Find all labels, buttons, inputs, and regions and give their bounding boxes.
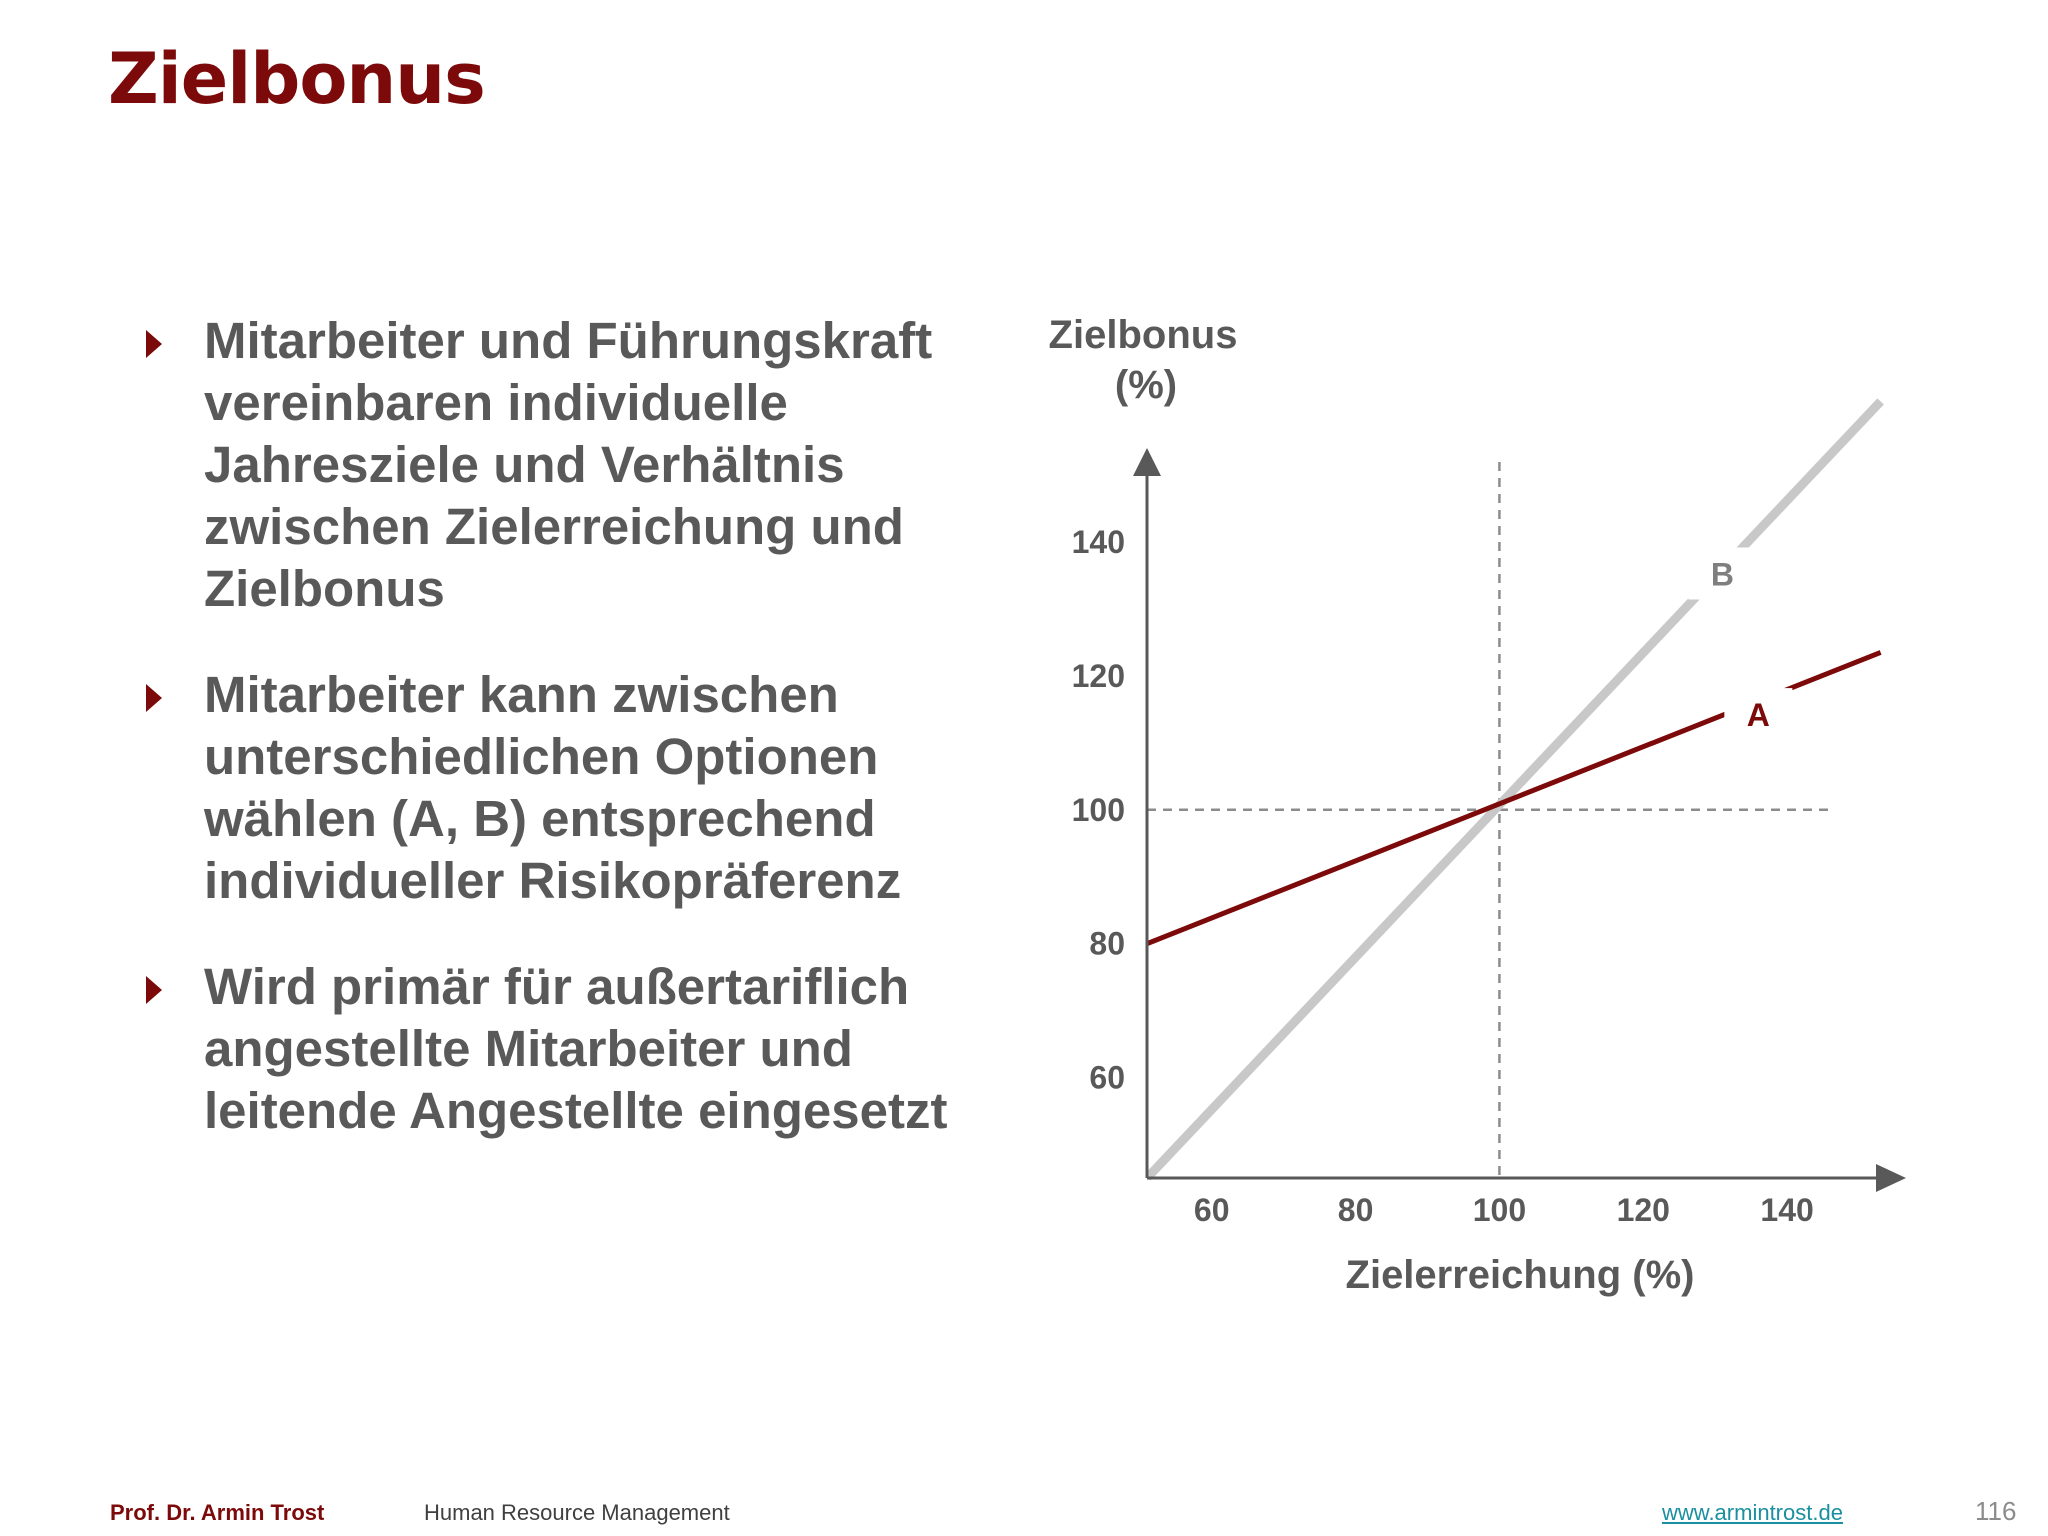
bullet-item: Mitarbeiter und Führungskraft vereinbare… (140, 310, 970, 620)
series-label-bg-b (1688, 547, 1757, 600)
x-axis-label: Zielerreichung (%) (1346, 1253, 1695, 1297)
footer-course: Human Resource Management (424, 1500, 730, 1525)
bullet-arrow-icon (146, 684, 162, 712)
x-tick-label: 80 (1338, 1192, 1374, 1228)
x-tick-label: 120 (1617, 1192, 1670, 1228)
bullet-text: Wird primär für außertariflich angestell… (204, 958, 948, 1139)
x-tick-label: 60 (1194, 1192, 1230, 1228)
x-axis-arrow-icon (1876, 1164, 1906, 1192)
bonus-chart: A B 60 80 100 120 140 60 80 100 120 140 Zielerreichu… (1049, 313, 1906, 1297)
y-axis-label-unit: (%) (1115, 363, 1177, 407)
bullet-text: Mitarbeiter und Führungskraft vereinbare… (204, 312, 933, 617)
slide-title: Zielbonus (108, 38, 486, 120)
series-label-b: B (1711, 557, 1734, 593)
bullet-text: Mitarbeiter kann zwischen unterschiedlic… (204, 666, 902, 909)
y-tick-label: 60 (1089, 1060, 1125, 1096)
y-axis-label: Zielbonus (1049, 313, 1238, 357)
footer-url-link[interactable]: www.armintrost.de (1662, 1500, 1843, 1525)
x-tick-label: 100 (1473, 1192, 1526, 1228)
page-number: 116 (1975, 1496, 2017, 1526)
y-tick-label: 120 (1072, 658, 1125, 694)
bullet-arrow-icon (146, 330, 162, 358)
series-label-bg-a (1724, 688, 1793, 741)
series-line-b (1147, 398, 1884, 1180)
y-tick-label: 140 (1072, 524, 1125, 560)
x-tick-label: 140 (1760, 1192, 1813, 1228)
bullet-item: Mitarbeiter kann zwischen unterschiedlic… (140, 664, 970, 912)
bullet-item: Wird primär für außertariflich angestell… (140, 956, 970, 1142)
footer-author: Prof. Dr. Armin Trost (110, 1500, 325, 1525)
series-label-a: A (1747, 697, 1770, 733)
bullet-list: Mitarbeiter und Führungskraft vereinbare… (140, 310, 970, 1186)
bullet-arrow-icon (146, 976, 162, 1004)
y-axis-arrow-icon (1133, 448, 1161, 476)
y-tick-label: 80 (1089, 926, 1125, 962)
y-tick-label: 100 (1072, 792, 1125, 828)
